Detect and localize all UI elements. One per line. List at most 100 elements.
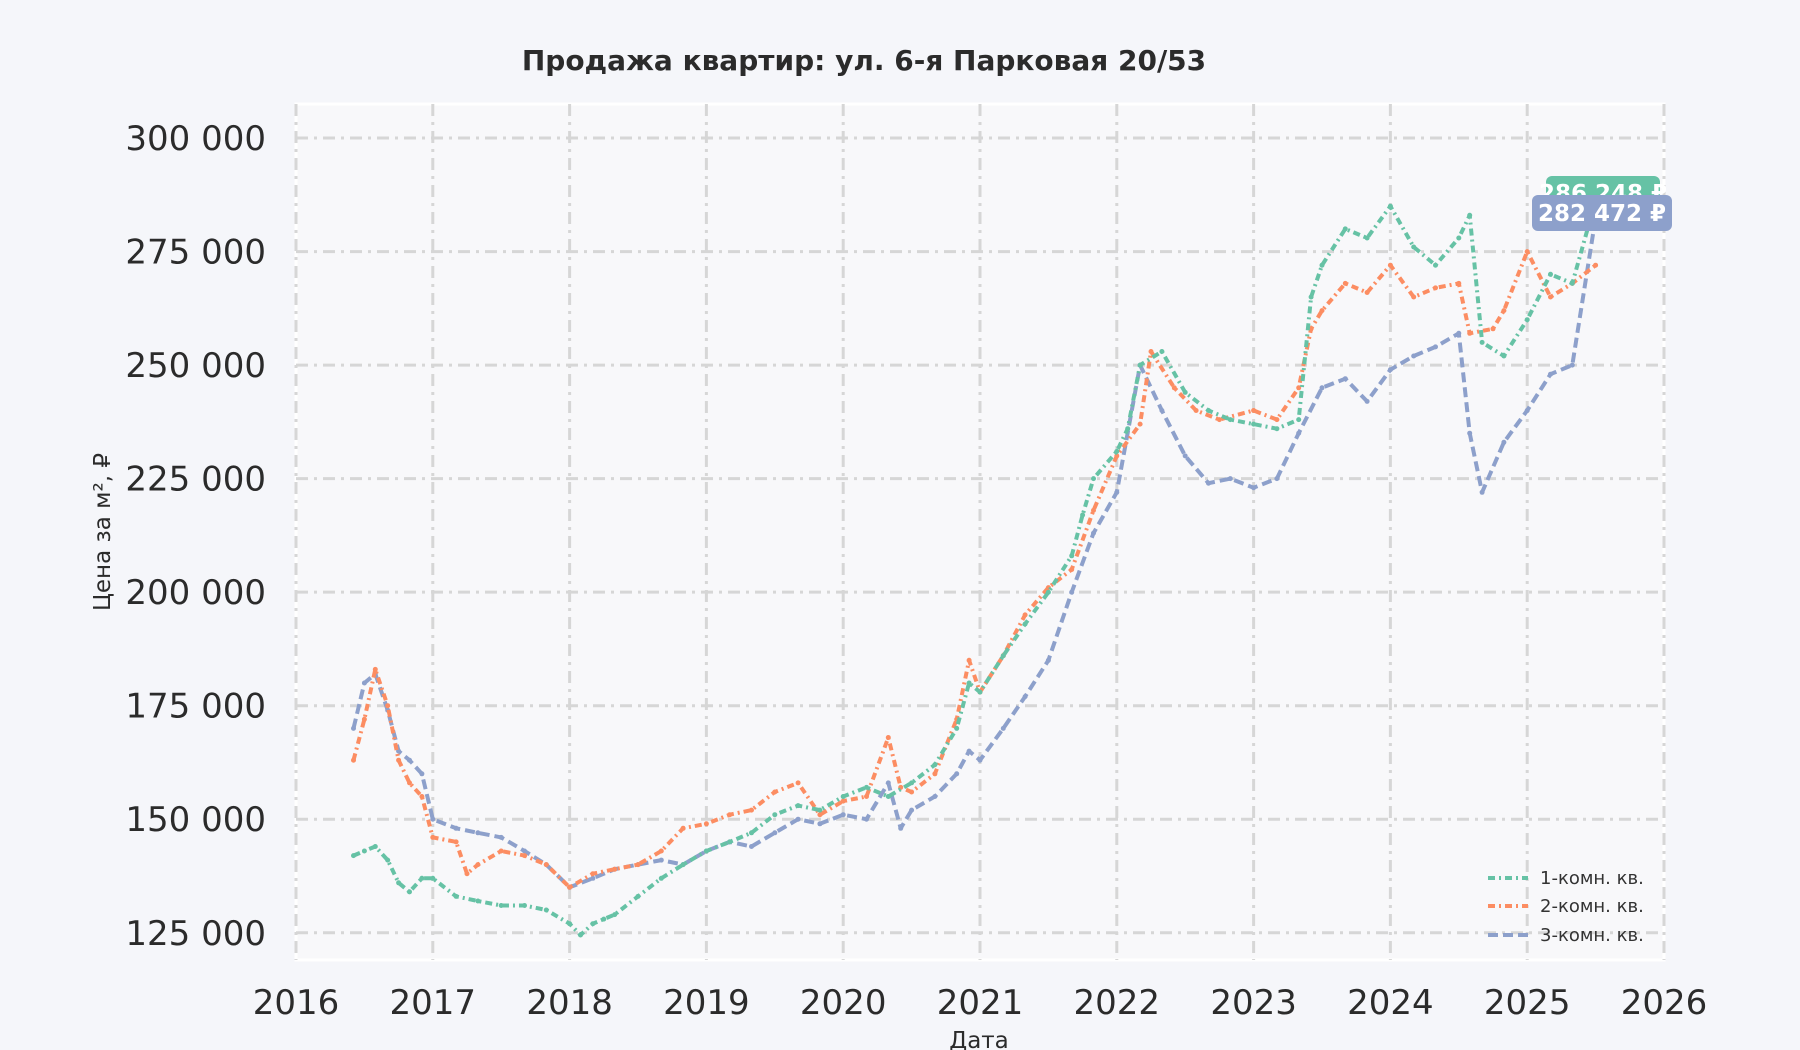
series-2-point-53 <box>1387 262 1393 268</box>
series-1-point-63 <box>1548 271 1553 277</box>
series-3-point-10 <box>498 834 504 840</box>
series-1-point-50 <box>1296 417 1302 423</box>
x-tick-label-0: 2016 <box>253 983 340 1023</box>
series-2-point-18 <box>658 848 664 854</box>
series-2-point-51 <box>1342 280 1348 286</box>
series-3-point-27 <box>885 780 891 786</box>
series-2-point-57 <box>1467 330 1473 336</box>
series-3-point-48 <box>1319 385 1325 391</box>
x-tick-label-8: 2024 <box>1347 983 1434 1023</box>
series-2-point-24 <box>795 780 801 786</box>
series-2-point-7 <box>430 834 436 840</box>
series-2-point-28 <box>885 735 891 740</box>
series-2-point-45 <box>1216 417 1222 423</box>
series-3-point-30 <box>932 794 938 799</box>
series-3-point-52 <box>1411 353 1417 359</box>
series-2-point-13 <box>543 862 549 868</box>
series-1-point-42 <box>1125 426 1131 432</box>
x-tick-label-9: 2025 <box>1484 983 1571 1023</box>
y-axis-label: Цена за м², ₽ <box>90 453 116 611</box>
series-1-point-52 <box>1319 262 1325 268</box>
series-1-point-9 <box>475 898 481 904</box>
series-3-point-31 <box>954 771 960 777</box>
series-2-point-61 <box>1548 294 1553 300</box>
series-3-point-57 <box>1501 439 1507 445</box>
series-1-point-27 <box>840 794 846 799</box>
series-1-point-7 <box>430 875 436 881</box>
series-1-point-29 <box>885 794 891 799</box>
legend: 1-комн. кв. 2-комн. кв. 3-комн. кв. <box>1488 868 1644 946</box>
series-2-point-23 <box>772 789 778 795</box>
series-3-point-25 <box>840 812 846 818</box>
badge-layer: 286 248 ₽282 472 ₽ <box>1532 176 1672 231</box>
series-3-point-26 <box>864 816 869 822</box>
series-3-point-42 <box>1182 453 1188 459</box>
series-1-point-5 <box>407 889 412 895</box>
series-3-point-60 <box>1569 362 1575 368</box>
series-2-point-25 <box>817 812 823 818</box>
series-3-point-55 <box>1467 430 1473 436</box>
series-1-point-2 <box>372 844 378 849</box>
series-3-point-35 <box>1022 694 1028 700</box>
series-2-point-17 <box>635 862 641 868</box>
series-line-2 <box>351 249 1597 890</box>
series-2-point-63 <box>1593 262 1599 268</box>
series-3-point-36 <box>1045 657 1051 663</box>
series-1-point-47 <box>1227 417 1233 423</box>
series-2-point-3 <box>385 703 391 709</box>
x-tick-label-3: 2019 <box>663 983 750 1023</box>
series-3-point-44 <box>1227 476 1233 482</box>
series-3-point-9 <box>475 830 481 836</box>
series-1-point-11 <box>522 903 527 908</box>
series-2-point-59 <box>1501 308 1507 314</box>
series-1-point-58 <box>1456 235 1462 241</box>
series-2-point-31 <box>932 771 938 777</box>
legend-item-1: 1-комн. кв. <box>1488 868 1644 889</box>
legend-label-1: 1-комн. кв. <box>1540 868 1644 889</box>
series-2-point-16 <box>612 866 618 872</box>
series-2-point-1 <box>361 716 367 722</box>
series-2-point-19 <box>680 825 686 831</box>
series-3-point-14 <box>590 875 596 881</box>
y-tick-label-7: 300 000 <box>125 119 266 159</box>
series-1-point-61 <box>1501 353 1507 359</box>
series-2-point-8 <box>453 839 459 845</box>
y-tick-label-6: 275 000 <box>125 233 266 273</box>
series-2-point-58 <box>1490 326 1496 332</box>
series-1-point-37 <box>1045 589 1051 595</box>
y-tick-label-1: 150 000 <box>125 800 266 840</box>
legend-item-3: 3-комн. кв. <box>1488 925 1644 946</box>
series-2-point-10 <box>475 862 481 868</box>
y-tick-label-3: 200 000 <box>125 573 266 613</box>
series-1-point-43 <box>1137 362 1143 368</box>
legend-item-2: 2-комн. кв. <box>1488 896 1644 917</box>
series-2-point-4 <box>396 757 402 763</box>
series-2-point-43 <box>1171 385 1177 391</box>
series-3-point-23 <box>795 816 801 822</box>
series-3-point-34 <box>1000 725 1006 731</box>
series-3-point-7 <box>430 816 436 822</box>
series-1-point-48 <box>1251 421 1257 427</box>
series-1-point-30 <box>909 780 915 786</box>
series-1-point-38 <box>1069 553 1075 559</box>
series-1-point-39 <box>1080 512 1086 518</box>
series-1-point-46 <box>1206 408 1211 413</box>
series-3-point-50 <box>1364 398 1370 404</box>
series-3-point-58 <box>1524 408 1530 413</box>
series-2-point-22 <box>749 807 754 813</box>
series-2-point-2 <box>372 666 378 672</box>
series-1-point-54 <box>1364 235 1370 241</box>
series-3-point-54 <box>1456 330 1462 336</box>
series-1-point-62 <box>1524 317 1530 323</box>
series-3-point-47 <box>1296 430 1302 436</box>
series-3-point-0 <box>351 725 356 731</box>
series-1-point-59 <box>1467 212 1473 218</box>
series-3-point-11 <box>522 848 527 854</box>
series-3-point-43 <box>1206 480 1211 486</box>
series-1-point-51 <box>1308 294 1314 300</box>
series-1-point-28 <box>864 784 869 790</box>
series-1-point-15 <box>590 921 596 927</box>
series-3-point-59 <box>1548 371 1553 377</box>
series-2-point-41 <box>1137 421 1143 427</box>
x-tick-label-1: 2017 <box>390 983 477 1023</box>
